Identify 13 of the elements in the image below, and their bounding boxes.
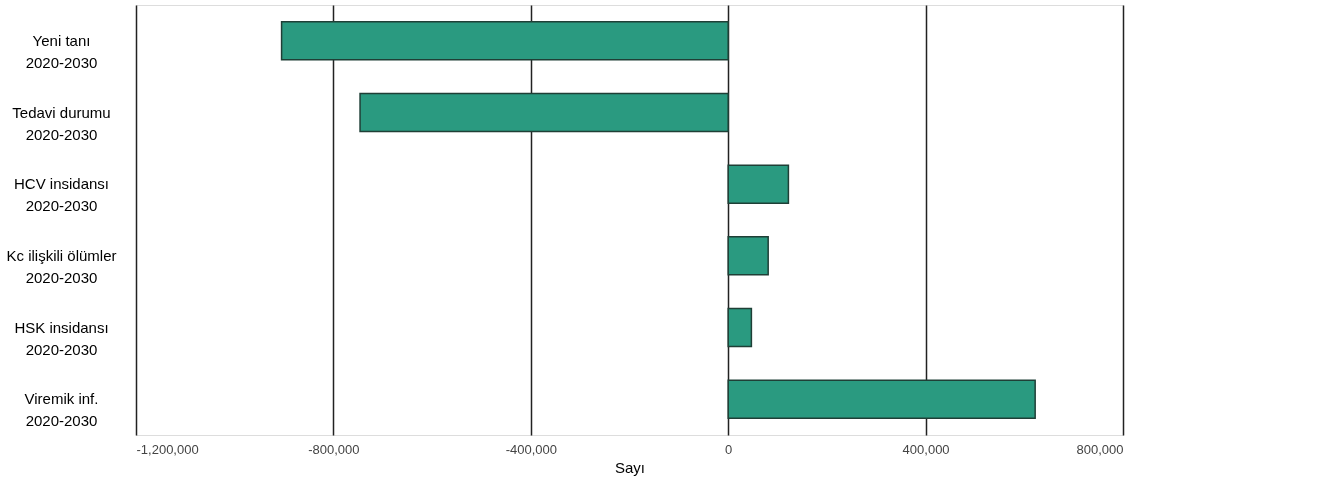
x-tick-label: 0 [725,441,733,457]
x-tick-label: -1,200,000 [136,441,199,457]
y-tick-label: HSK insidansı 2020-2030 [14,318,109,358]
y-tick-label: Kc ilişkili ölümler 2020-2030 [6,246,117,286]
y-tick-label: Viremik inf. 2020-2030 [24,390,99,430]
y-tick-label: Tedavi durumu 2020-2030 [12,103,111,143]
y-tick-label: HCV insidansı 2020-2030 [13,175,110,215]
y-tick-label: Yeni tanı 2020-2030 [25,31,98,71]
x-tick-label: -400,000 [505,441,557,457]
x-axis-title: Sayı [614,458,646,476]
x-tick-label: 800,000 [1076,441,1124,457]
x-tick-label: -800,000 [308,441,360,457]
x-tick-label: 400,000 [902,441,950,457]
